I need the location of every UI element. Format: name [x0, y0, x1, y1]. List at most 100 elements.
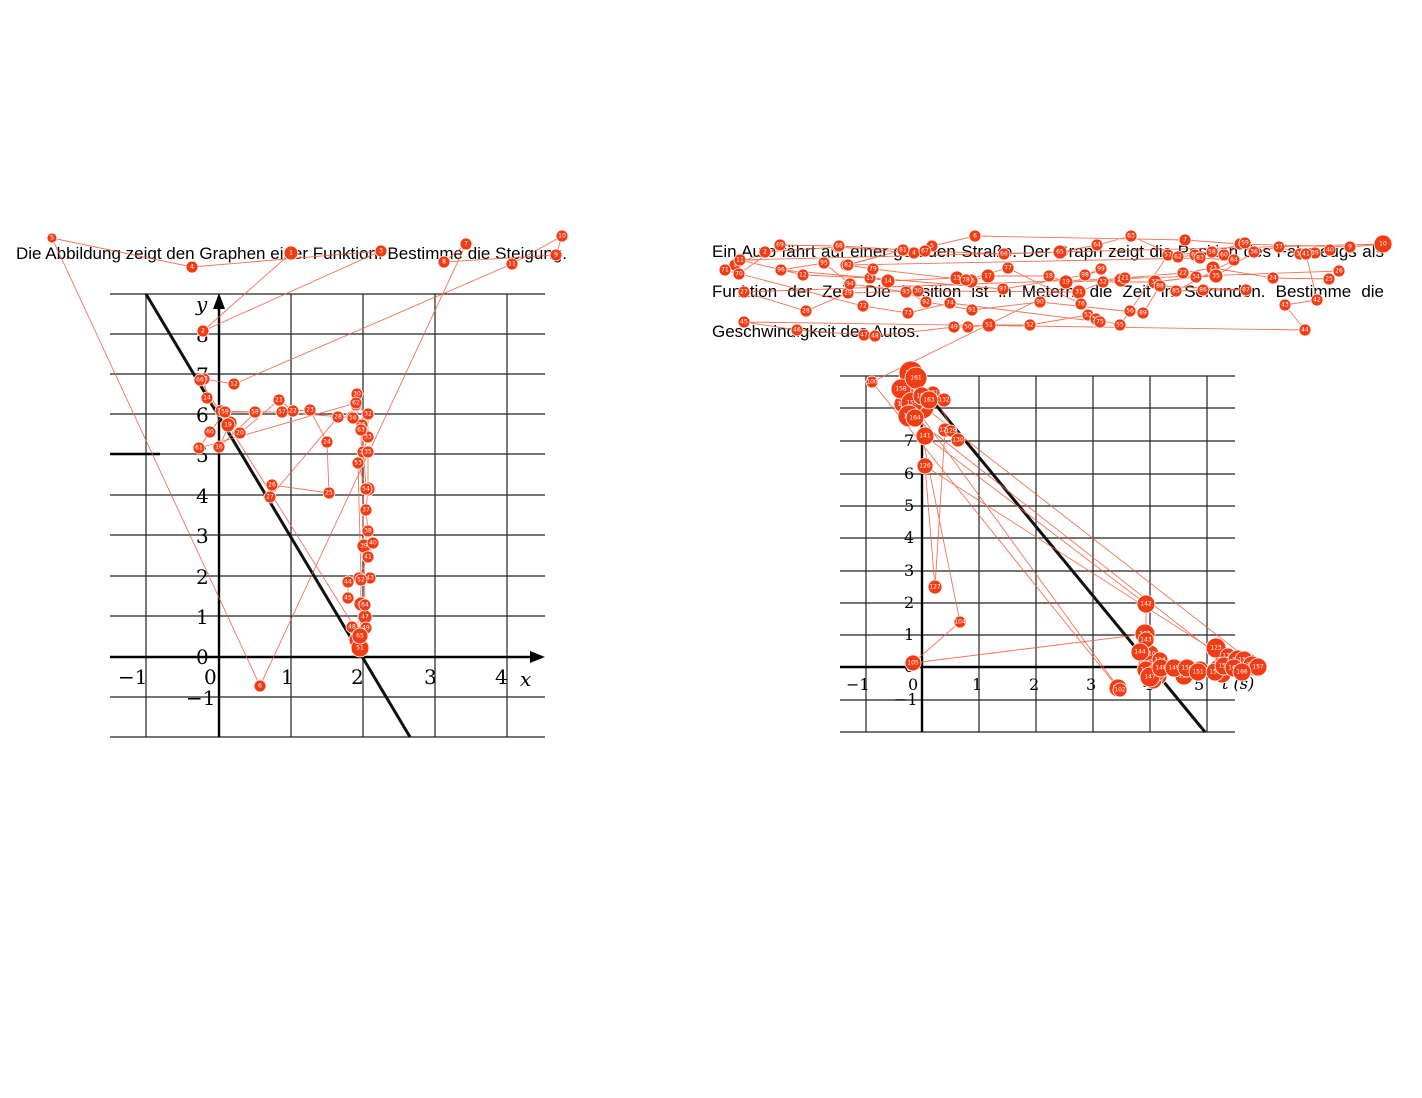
x-tick-right: 5 — [1194, 675, 1204, 694]
fixation-dot — [1310, 293, 1324, 307]
fixation-label: 52 — [1026, 322, 1034, 329]
fixation-label: 4 — [190, 264, 194, 271]
fixation-right: 32 — [1096, 275, 1110, 289]
fixation-dot — [1171, 250, 1185, 264]
fixation-dot — [322, 486, 336, 500]
fixation-dot — [981, 317, 997, 333]
fixation-right: 44 — [1298, 323, 1312, 337]
fixation-right: 14 — [880, 273, 896, 289]
fixation-label: 149 — [1168, 665, 1180, 672]
fixation-dot — [1193, 251, 1207, 265]
fixation-label: 68 — [835, 243, 843, 250]
fixation-dot — [505, 257, 519, 271]
fixation-dot — [220, 417, 236, 433]
fixation-left: 27 — [263, 490, 277, 504]
fixation-right: 87 — [1239, 283, 1253, 297]
fixation-dot — [732, 267, 746, 281]
fixation-dot — [980, 268, 996, 284]
fixation-label: 21 — [275, 397, 283, 404]
fixation-right: 68 — [832, 239, 846, 253]
fixation-label: 66 — [1000, 251, 1008, 258]
fixation-label: 104 — [954, 619, 966, 626]
fixation-label: 32 — [364, 411, 372, 418]
axes-left — [110, 293, 545, 737]
fixation-label: 12 — [799, 272, 807, 279]
fixation-label: 19 — [1062, 279, 1070, 286]
x-tick-right: 2 — [1029, 675, 1039, 694]
fixation-right: 82 — [841, 258, 855, 272]
fixation-dot — [901, 306, 915, 320]
fixation-dot — [358, 598, 372, 612]
y-tick-left: 2 — [196, 565, 209, 589]
fixation-label: 77 — [1004, 265, 1012, 272]
fixation-left: 58 — [248, 405, 262, 419]
fixation-right: 99 — [1094, 262, 1108, 276]
fixation-label: 43 — [1281, 302, 1289, 309]
x-tick-left: 3 — [424, 665, 437, 689]
fixation-dot — [904, 654, 922, 672]
fixation-label: 67 — [921, 248, 929, 255]
fixation-left: 20 — [233, 426, 247, 440]
fixation-label: 65 — [1056, 249, 1064, 256]
fixation-label: 45 — [344, 595, 352, 602]
fixation-right: 21 — [1118, 271, 1132, 285]
fixation-left: 2 — [196, 324, 210, 338]
fixation-left: 5 — [46, 232, 58, 244]
fixation-dot — [193, 373, 207, 387]
fixation-label: 161 — [910, 375, 922, 382]
fixation-label: 53 — [354, 460, 362, 467]
fixation-dot — [1247, 245, 1261, 259]
fixation-left: 45 — [341, 591, 355, 605]
fixation-dot — [185, 260, 199, 274]
fixation-right: 60 — [1217, 248, 1231, 262]
fixation-right: 74 — [943, 296, 957, 310]
fixation-label: 89 — [1139, 310, 1147, 317]
fixation-right: 84 — [1227, 253, 1241, 267]
fixation-dot — [1298, 323, 1312, 337]
fixation-dot — [1332, 264, 1346, 278]
fixation-label: 4 — [912, 250, 916, 257]
fixation-label: 47 — [860, 332, 868, 339]
fixation-right: 36 — [1247, 245, 1261, 259]
fixation-dot — [965, 303, 979, 317]
fixation-dot — [899, 285, 913, 299]
fixation-dot — [549, 248, 563, 262]
fixation-right: 55 — [1113, 318, 1127, 332]
fixation-dot — [865, 375, 879, 389]
fixation-dot — [718, 263, 732, 277]
fixation-label: 46 — [793, 327, 801, 334]
fixation-dot — [46, 232, 58, 244]
fixation-label: 86 — [1199, 287, 1207, 294]
fixation-dot — [843, 277, 857, 291]
fixation-label: 153 — [1218, 663, 1230, 670]
y-tick-left: −1 — [186, 686, 215, 710]
fixation-right: 90 — [1033, 295, 1047, 309]
fixation-dot — [1113, 318, 1127, 332]
fixation-label: 49 — [362, 625, 370, 632]
fixation-right: 166 — [1232, 662, 1252, 682]
fixation-dot — [953, 615, 967, 629]
fixation-label: 76 — [1077, 301, 1085, 308]
fixation-dot — [349, 396, 363, 410]
fixation-label: 54 — [362, 486, 370, 493]
x-tick-left: −1 — [118, 665, 147, 689]
fixation-label: 26 — [268, 482, 276, 489]
fixation-dot — [374, 244, 388, 258]
fixation-label: 151 — [1192, 669, 1204, 676]
fixation-right: 24 — [1266, 271, 1280, 285]
fixation-dot — [1033, 295, 1047, 309]
fixation-right: 66 — [997, 247, 1011, 261]
fixation-label: 26 — [1335, 268, 1343, 275]
fixation-label: 63 — [1127, 233, 1135, 240]
fixation-dot — [919, 295, 933, 309]
fixation-left: 57 — [275, 405, 289, 419]
fixation-label: 37 — [362, 507, 370, 514]
fixation-label: 49 — [950, 324, 958, 331]
fixation-dot — [866, 262, 880, 276]
fixation-dot — [790, 323, 804, 337]
fixation-label: 141 — [919, 433, 931, 440]
fixation-dot — [1093, 315, 1107, 329]
fixation-dot — [1136, 306, 1150, 320]
fixation-label: 82 — [844, 262, 852, 269]
fixation-label: 17 — [984, 273, 992, 280]
